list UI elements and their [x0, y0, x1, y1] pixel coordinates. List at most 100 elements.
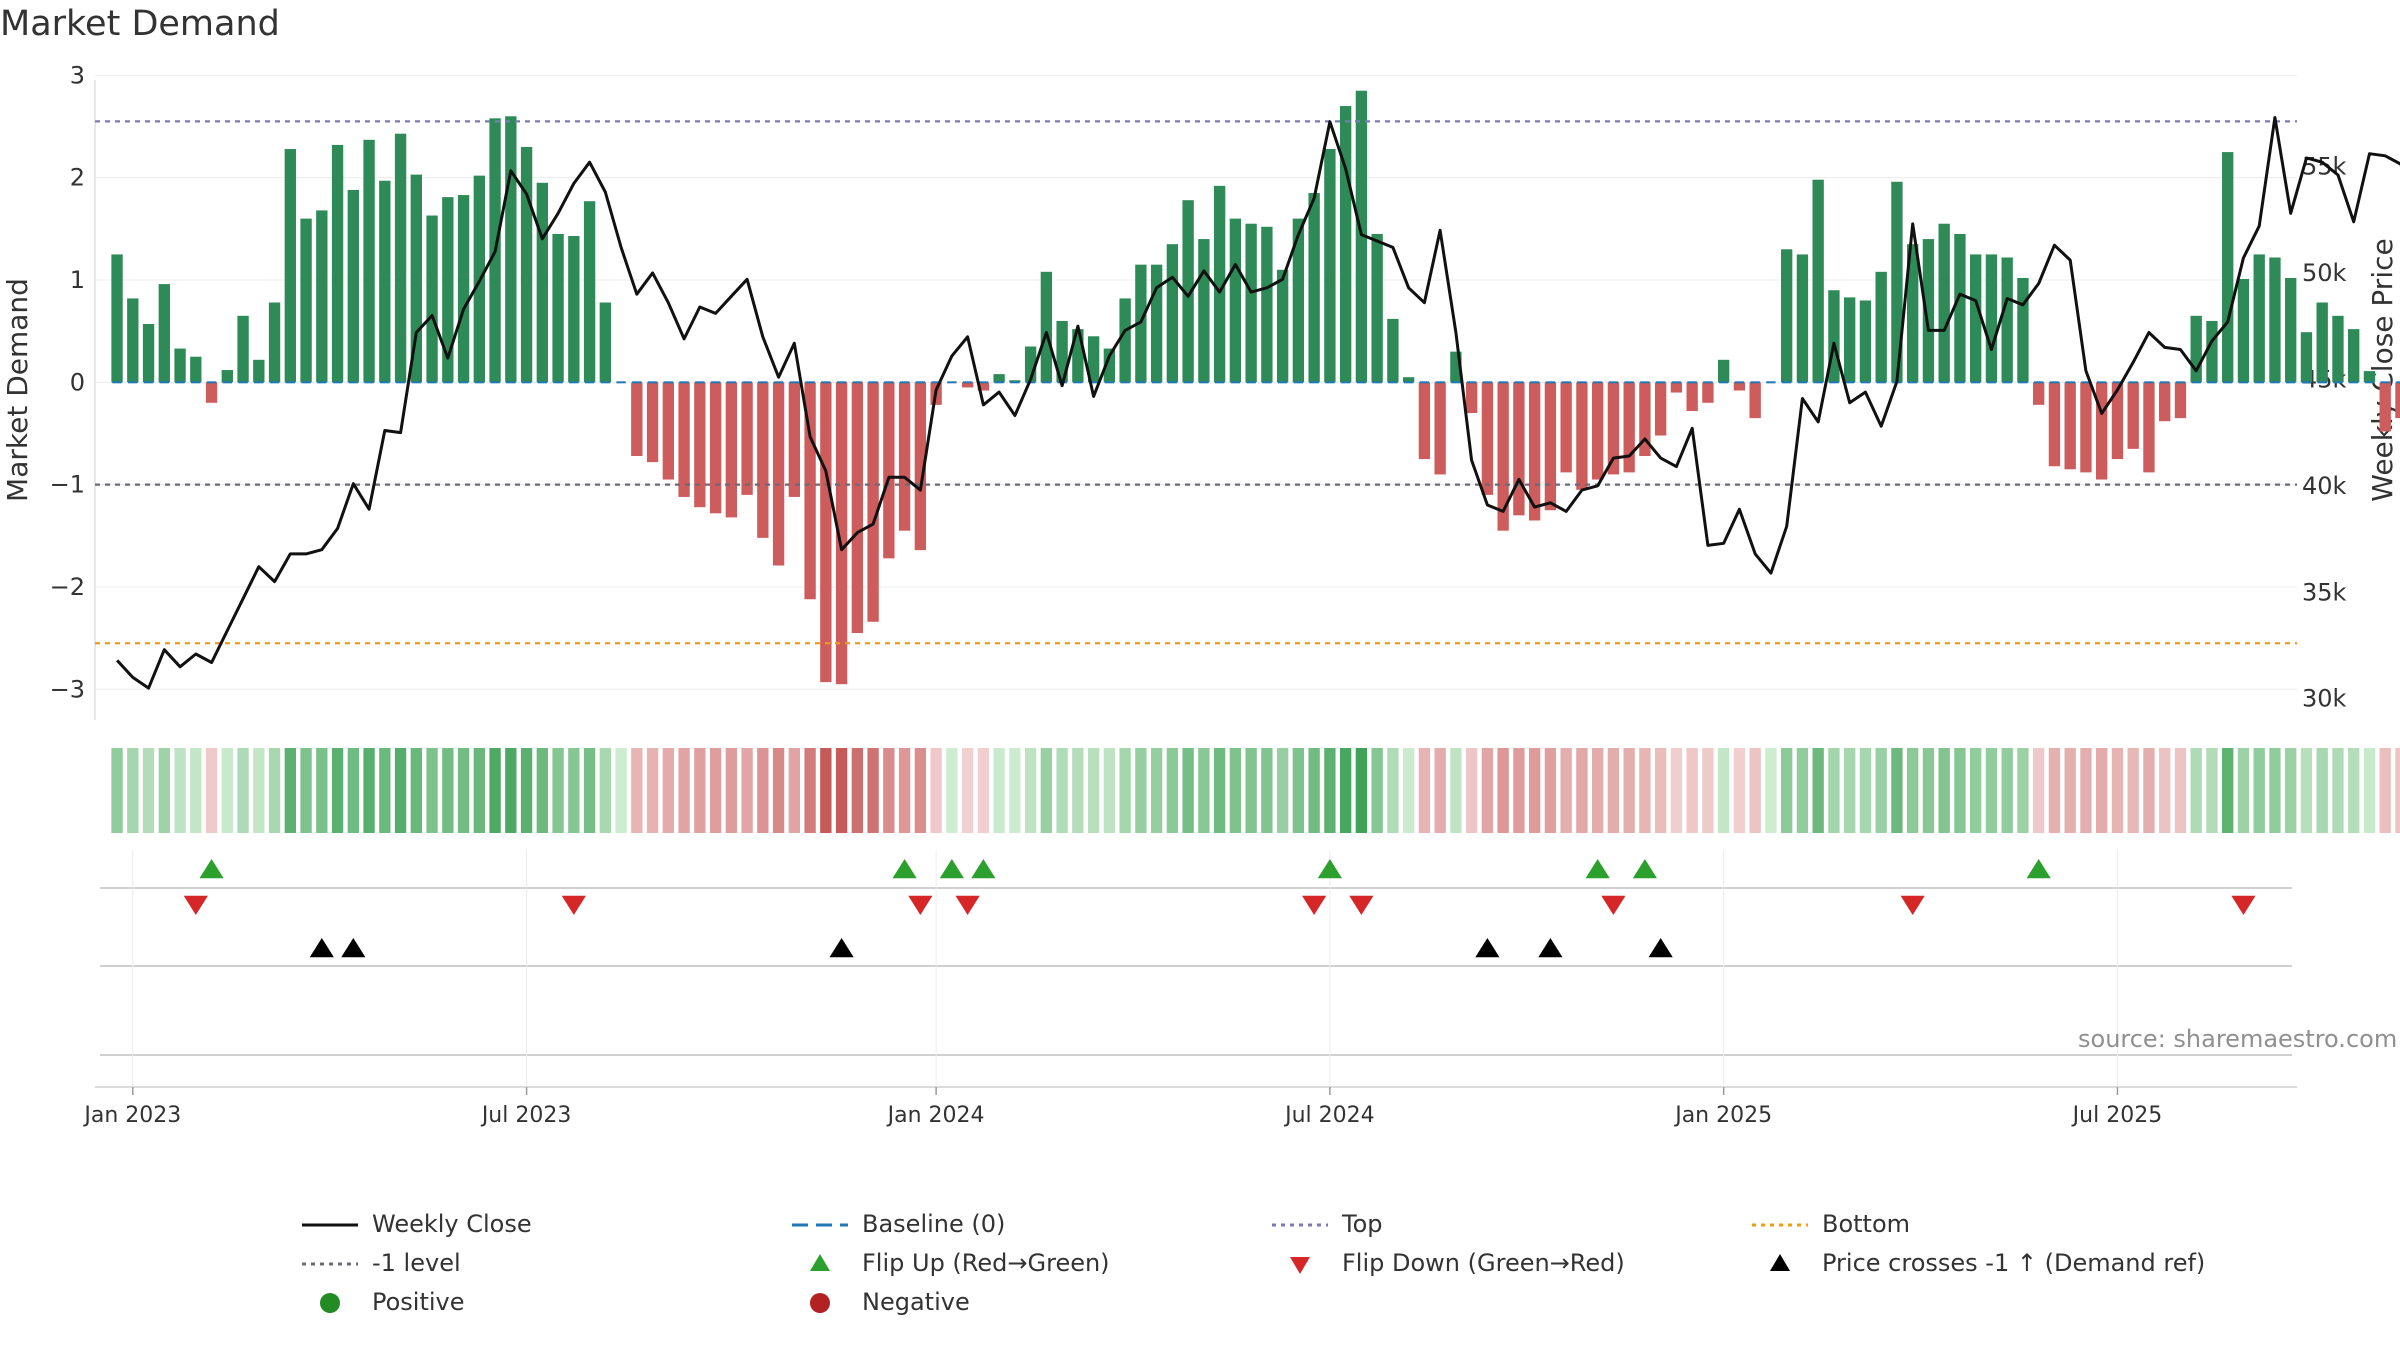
demand-bar	[2064, 382, 2076, 470]
heat-cell	[1528, 748, 1541, 833]
heat-cell	[1938, 748, 1950, 833]
heat-cell	[316, 748, 328, 833]
heat-cell	[1198, 748, 1210, 833]
y2-axis-label: Weekly Close Price	[2366, 238, 2399, 501]
demand-bar	[1198, 239, 1210, 383]
flip-down-marker	[2231, 895, 2256, 915]
heat-cell	[646, 748, 659, 833]
heat-cell	[631, 748, 643, 833]
demand-bar	[835, 382, 848, 685]
demand-bar	[1276, 269, 1289, 383]
heat-cell	[1339, 748, 1352, 833]
heat-cell	[804, 748, 816, 833]
heat-cell	[2348, 748, 2360, 833]
heat-cell	[1119, 748, 1131, 833]
y2-tick-label: 35k	[2302, 578, 2347, 606]
heat-cell	[410, 748, 422, 833]
heat-cell	[1717, 748, 1730, 833]
x-tick-label: Jan 2024	[886, 1103, 985, 1128]
heat-cell	[2048, 748, 2061, 833]
flip-up-marker	[2026, 859, 2051, 879]
demand-bar	[2127, 382, 2139, 449]
flip-down-marker	[908, 895, 933, 915]
demand-bar	[1087, 336, 1100, 383]
heat-cell	[1087, 748, 1100, 833]
flip-down-marker	[561, 895, 586, 915]
heat-cell	[2017, 748, 2029, 833]
demand-bar	[1229, 218, 1242, 383]
flip-down-marker	[955, 895, 980, 915]
demand-bar	[1623, 382, 1635, 473]
heat-cell	[2285, 748, 2297, 833]
heat-cell	[1182, 748, 1194, 833]
demand-bar	[2316, 302, 2328, 383]
heat-cell	[1560, 748, 1572, 833]
heat-cell	[2174, 748, 2187, 833]
flip-down-marker	[1349, 895, 1374, 915]
heat-cell	[1450, 748, 1462, 833]
heat-cell	[111, 748, 123, 833]
heat-cell	[457, 748, 470, 833]
heat-cell	[678, 748, 690, 833]
heat-cell	[1324, 748, 1336, 833]
demand-bar	[379, 180, 391, 383]
heat-cell	[1292, 748, 1305, 833]
heat-cell	[2363, 748, 2376, 833]
demand-bar	[1056, 320, 1068, 383]
demand-bar	[1024, 346, 1037, 383]
heat-cell	[300, 748, 312, 833]
demand-bar	[741, 382, 753, 495]
demand-bar	[1843, 297, 1856, 383]
heat-cell	[914, 748, 927, 833]
flip-down-marker	[1601, 895, 1626, 915]
source-credit: source: sharemaestro.com	[2078, 1025, 2398, 1053]
heat-cell	[2395, 748, 2400, 833]
demand-bar	[426, 215, 438, 383]
demand-bar	[2033, 382, 2045, 405]
price-cross-marker	[829, 938, 854, 958]
demand-bar	[977, 382, 990, 391]
heat-cell	[1418, 748, 1431, 833]
demand-bar	[1875, 271, 1887, 383]
demand-bar	[2332, 315, 2344, 383]
heat-cell	[253, 748, 265, 833]
demand-bar	[300, 218, 312, 383]
y-tick-label: −2	[50, 573, 85, 601]
demand-bar	[1072, 329, 1084, 383]
heat-cell	[835, 748, 848, 833]
demand-bar	[221, 370, 233, 383]
demand-bar	[1497, 382, 1509, 531]
heat-cell	[473, 748, 485, 833]
heat-cell	[1481, 748, 1494, 833]
heat-cell	[2064, 748, 2076, 833]
heat-cell	[2143, 748, 2155, 833]
heat-cell	[1749, 748, 1761, 833]
demand-bar	[1513, 382, 1525, 516]
demand-bar	[442, 197, 454, 383]
heat-cell	[2222, 748, 2234, 833]
heat-cell	[1970, 748, 1982, 833]
heat-cell	[1670, 748, 1683, 833]
demand-bar	[190, 356, 202, 383]
heat-cell	[1733, 748, 1746, 833]
heat-cell	[394, 748, 407, 833]
heat-cell	[363, 748, 375, 833]
heat-cell	[1371, 748, 1383, 833]
heat-cell	[2190, 748, 2202, 833]
heat-cell	[1591, 748, 1604, 833]
demand-bar	[1308, 193, 1320, 383]
heat-cell	[1150, 748, 1163, 833]
heat-cell	[1702, 748, 1714, 833]
heat-cell	[2332, 748, 2344, 833]
demand-bar	[2017, 277, 2029, 383]
demand-bar	[2159, 382, 2171, 422]
demand-bar	[253, 359, 265, 383]
demand-bar	[2253, 254, 2265, 383]
flip-down-marker	[1302, 895, 1327, 915]
heat-cell	[946, 748, 958, 833]
heat-cell	[158, 748, 170, 833]
demand-bar	[867, 382, 879, 622]
heat-cell	[1843, 748, 1856, 833]
heat-cell	[1135, 748, 1147, 833]
